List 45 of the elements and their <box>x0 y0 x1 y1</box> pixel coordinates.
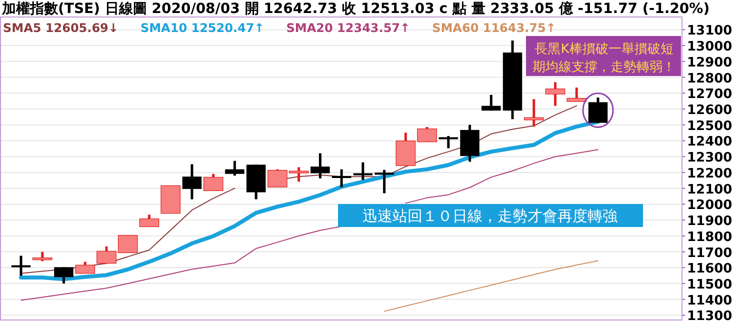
y-tick-label: 12700 <box>687 87 732 102</box>
annotation: 迅速站回１０日線，走勢才會再度轉強 <box>362 207 618 225</box>
text: SMA60 11643.75↑ <box>432 21 556 35</box>
candlestick <box>438 134 458 150</box>
y-tick-label: 12500 <box>687 118 732 134</box>
candlestick <box>203 172 224 192</box>
y-tick-label: 11900 <box>687 214 732 230</box>
candlestick <box>353 161 373 182</box>
text: SMA20 12343.57↑ <box>286 21 410 35</box>
y-tick-label: 11700 <box>687 246 732 261</box>
y-tick-label: 11400 <box>687 293 732 308</box>
y-tick-label: 12800 <box>687 71 732 86</box>
y-tick-label: 12300 <box>687 150 732 166</box>
y-tick-label: 11600 <box>687 262 732 277</box>
y-tick-label: 12900 <box>687 55 732 70</box>
y-tick-label: 12200 <box>687 166 732 182</box>
line-series <box>384 260 598 312</box>
candlestick <box>139 213 160 228</box>
y-tick-label: 11800 <box>687 230 732 245</box>
candlestick <box>332 168 352 188</box>
y-tick-label: 13000 <box>687 40 732 55</box>
candlestick <box>566 86 587 103</box>
y-tick-label: 13100 <box>687 24 732 39</box>
annotation: 長黑K棒摜破一舉摜破短期均線支撐，走勢轉弱！ <box>532 42 676 75</box>
candlestick <box>11 254 31 277</box>
candlestick <box>482 94 501 112</box>
text: SMA5 12605.69↓ <box>3 21 118 35</box>
candlestick <box>75 260 96 275</box>
y-tick-label: 11300 <box>687 309 732 324</box>
candlestick <box>182 162 202 201</box>
text: SMA10 12520.47↑ <box>140 21 264 35</box>
y-tick-label: 12000 <box>687 198 732 214</box>
y-tick-label: 11500 <box>687 278 732 293</box>
candlestick <box>225 160 244 177</box>
candlestick <box>32 250 52 262</box>
y-tick-label: 12100 <box>687 182 732 198</box>
candlestick <box>310 152 330 180</box>
y-tick-label: 12400 <box>687 134 732 150</box>
candlestick <box>524 98 544 128</box>
y-tick-label: 12600 <box>687 103 732 118</box>
candlestick <box>545 80 566 108</box>
candlestick <box>588 96 608 124</box>
candlestick <box>54 266 74 285</box>
chart-title: 加權指數(TSE) 日線圖 2020/08/03 開 12642.73 收 12513.03 c 點 量 2333.05 億 -151.77 (-1.20%) <box>1 0 710 17</box>
candlestick <box>374 168 394 194</box>
